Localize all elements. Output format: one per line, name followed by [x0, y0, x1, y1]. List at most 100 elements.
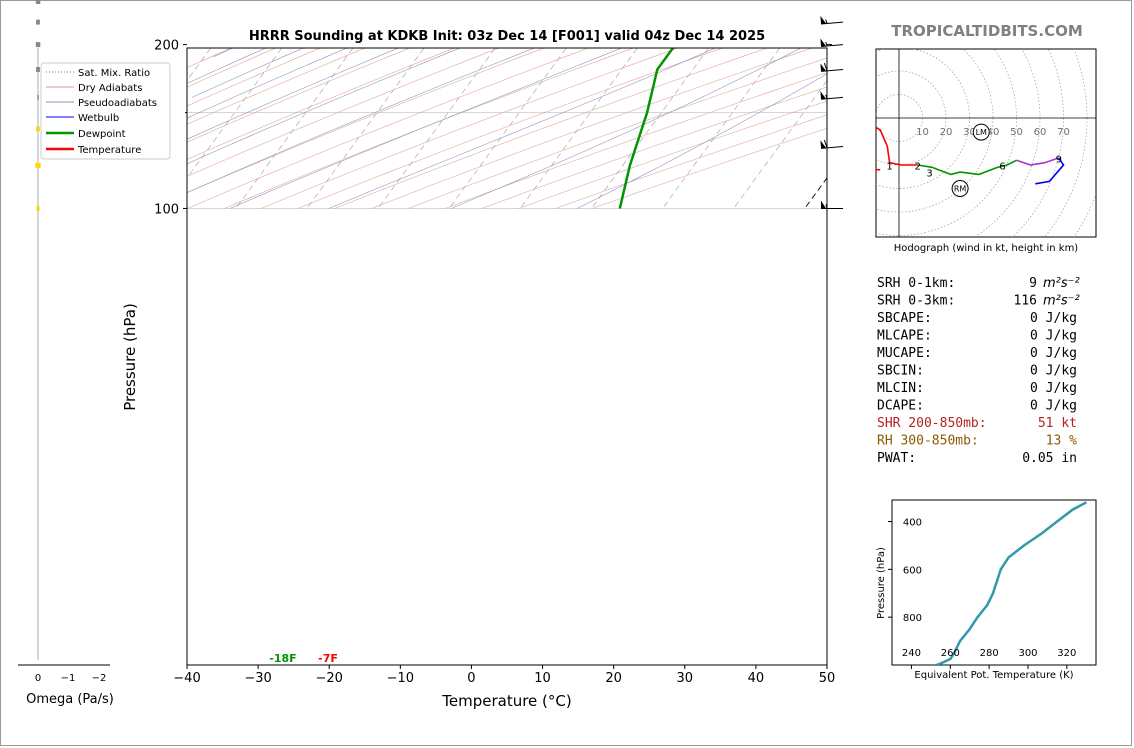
index-label: RH 300-850mb:: [877, 434, 979, 449]
x-tick-label: −10: [387, 671, 414, 686]
hodograph-height-label: 2: [915, 161, 921, 172]
thetae-y-label: Pressure (hPa): [876, 547, 887, 619]
legend: Sat. Mix. Ratio Dry Adiabats Pseudoadiab…: [40, 62, 171, 160]
index-label: DCAPE:: [877, 399, 924, 414]
isotherm: [448, 48, 567, 209]
hodograph-trace: [876, 168, 881, 171]
thetae-x-tick-label: 280: [980, 648, 999, 659]
wind-barb: [821, 200, 843, 209]
legend-entry: Dewpoint: [78, 129, 126, 140]
hodograph-ring-label: 60: [1034, 127, 1047, 138]
index-value: 0 J/kg: [1030, 311, 1077, 326]
skewt-profiles: [618, 48, 675, 209]
x-tick-label: −40: [173, 671, 200, 686]
storm-motion-marker: [951, 180, 969, 197]
hodograph-trace: [917, 159, 1017, 176]
hodograph-ring-label: 20: [940, 127, 953, 138]
hodograph-caption: Hodograph (wind in kt, height in km): [894, 243, 1079, 254]
x-axis-label: Temperature (°C): [441, 692, 571, 710]
thetae-profile: [936, 501, 1087, 665]
legend-entry: Pseudoadiabats: [78, 98, 157, 109]
thetae-x-tick-label: 260: [941, 648, 960, 659]
index-label: PWAT:: [877, 451, 916, 466]
omega-axis-label: Omega (Pa/s): [26, 692, 114, 707]
wind-barb: [820, 139, 844, 149]
surface-dewpoint-label: -18F: [269, 652, 296, 665]
isotherm: [235, 48, 354, 209]
index-label: MLCIN:: [877, 381, 924, 396]
hodograph-ring-label: 40: [987, 127, 1000, 138]
index-label: MUCAPE:: [877, 346, 932, 361]
chart-title: HRRR Sounding at KDKB Init: 03z Dec 14 […: [249, 29, 765, 44]
index-unit: m²s⁻²: [1043, 276, 1080, 291]
hodograph-height-label: 9: [1056, 154, 1062, 165]
legend-entry: Temperature: [77, 145, 141, 156]
x-tick-label: 50: [819, 671, 836, 686]
thetae-x-tick-label: 320: [1057, 648, 1076, 659]
omega-tick-label: 0: [35, 673, 41, 684]
hodograph-height-label: 1: [886, 161, 892, 172]
legend-entry: Wetbulb: [78, 113, 119, 124]
isotherm: [662, 48, 781, 209]
thetae-x-tick-label: 300: [1018, 648, 1037, 659]
index-value: 116: [1014, 294, 1037, 309]
x-tick-label: 10: [534, 671, 551, 686]
isotherm: [519, 48, 638, 209]
thetae-box: [891, 499, 1097, 666]
hodograph-box: [875, 48, 1097, 238]
x-tick-label: 30: [677, 671, 694, 686]
isotherm: [306, 48, 425, 209]
storm-motion-label: RM: [954, 185, 967, 194]
index-label: MLCAPE:: [877, 329, 932, 344]
omega-bar: [36, 206, 40, 211]
x-tick-label: −20: [316, 671, 343, 686]
legend-entry: Sat. Mix. Ratio: [78, 68, 150, 79]
skewt-background-lines: [187, 0, 1134, 209]
index-value: 13 %: [1046, 434, 1077, 449]
y-axis-label: Pressure (hPa): [121, 303, 139, 411]
hodograph-trace: [1035, 157, 1065, 185]
thetae-y-tick-label: 800: [903, 613, 922, 624]
omega-bar: [36, 67, 40, 72]
index-label: SBCIN:: [877, 364, 924, 379]
index-value: 0 J/kg: [1030, 329, 1077, 344]
wind-barbs: [820, 16, 844, 209]
thetae-axes: 240 260 280 300 320 400 600 800: [888, 518, 1076, 669]
dewpoint-line: [618, 48, 675, 209]
wind-barb: [820, 91, 844, 100]
hodograph-ring-label: 50: [1010, 127, 1023, 138]
hodograph-height-label: 6: [999, 161, 1005, 172]
omega-tick-label: −1: [61, 673, 76, 684]
index-label: SBCAPE:: [877, 311, 932, 326]
x-tick-label: −30: [244, 671, 271, 686]
hodograph-ring-label: 30: [963, 127, 976, 138]
index-value: 0 J/kg: [1030, 346, 1077, 361]
skewt-tick-marks: [183, 44, 832, 669]
index-value: 0.05 in: [1022, 451, 1077, 466]
index-value: 9: [1029, 276, 1037, 291]
skewt-axes-box: [186, 47, 828, 666]
wind-barb: [820, 38, 844, 48]
thetae-y-tick-label: 400: [903, 518, 922, 529]
index-label: SRH 0-3km:: [877, 294, 955, 309]
thetae-line: [936, 501, 1087, 665]
isotherm: [377, 48, 496, 209]
index-value: 51 kt: [1038, 416, 1077, 431]
isotherm: [187, 48, 283, 179]
omega-bar: [35, 0, 41, 4]
index-value: 0 J/kg: [1030, 381, 1077, 396]
hodograph-trace: [876, 126, 918, 166]
hodograph-trace: [1016, 157, 1060, 166]
omega-bar: [36, 19, 40, 25]
pseudoadiabat: [234, 0, 1134, 22]
hodograph-ring-label: 10: [916, 127, 929, 138]
omega-tick-label: −2: [92, 673, 107, 684]
y-tick-labels: 1002003004005006007008009001000: [154, 39, 179, 218]
index-label: SRH 0-1km:: [877, 276, 955, 291]
surface-temperature-label: -7F: [318, 652, 338, 665]
wind-barb: [820, 62, 844, 72]
storm-motion-label: LM: [976, 128, 987, 137]
pseudoadiabat: [254, 0, 1125, 2]
omega-bar: [35, 162, 41, 168]
